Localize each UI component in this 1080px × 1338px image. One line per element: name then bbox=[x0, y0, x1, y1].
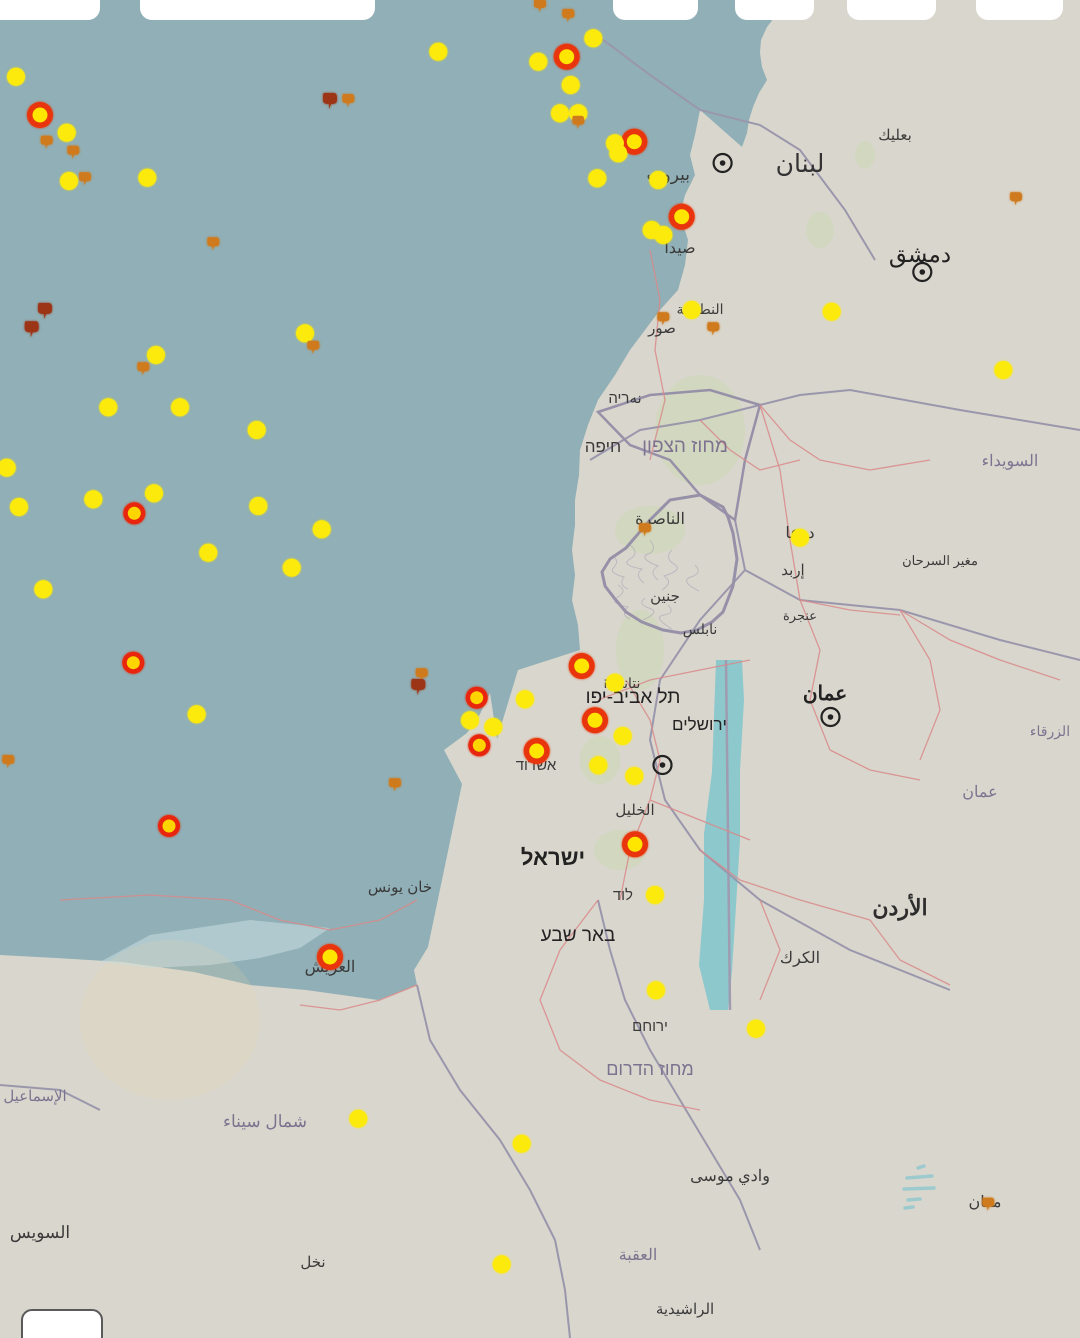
svg-text:بعليك: بعليك bbox=[878, 127, 912, 144]
svg-text:الكرك: الكرك bbox=[780, 950, 820, 967]
svg-text:لبنان: لبنان bbox=[776, 150, 825, 178]
svg-text:الخليل: الخليل bbox=[615, 802, 654, 819]
svg-text:الراشيدية: الراشيدية bbox=[656, 1301, 714, 1318]
svg-text:الزرقاء: الزرقاء bbox=[1030, 723, 1070, 740]
svg-text:مغير السرحان: مغير السرحان bbox=[902, 553, 978, 569]
svg-text:عمان: عمان bbox=[962, 784, 997, 801]
svg-text:לוד: לוד bbox=[613, 887, 633, 904]
svg-text:نهריה: نهריה bbox=[608, 390, 641, 407]
svg-text:באר שבע: באר שבע bbox=[541, 925, 616, 946]
svg-text:إربد: إربد bbox=[781, 562, 804, 579]
svg-text:חיפה: חיפה bbox=[585, 437, 621, 456]
svg-text:ירושלים: ירושלים bbox=[672, 715, 727, 734]
svg-text:العقبة: العقبة bbox=[619, 1247, 658, 1264]
svg-text:خان يونس: خان يونس bbox=[368, 879, 432, 896]
svg-text:جنين: جنين bbox=[650, 588, 680, 605]
svg-text:السويداء: السويداء bbox=[982, 453, 1039, 470]
svg-text:شمال سيناء: شمال سيناء bbox=[223, 1112, 307, 1131]
svg-text:الإسماعيل: الإسماعيل bbox=[3, 1088, 66, 1105]
svg-text:وادي موسى: وادي موسى bbox=[690, 1168, 770, 1185]
svg-text:عمان: عمان bbox=[803, 683, 847, 705]
svg-text:מחוז הצפון: מחוז הצפון bbox=[642, 436, 728, 457]
svg-text:نابلس: نابلس bbox=[683, 621, 718, 638]
svg-text:صيدا: صيدا bbox=[664, 240, 695, 257]
svg-text:نخل: نخل bbox=[300, 1254, 325, 1271]
svg-text:الأردن: الأردن bbox=[872, 893, 927, 921]
svg-text:ירוחם: ירוחם bbox=[632, 1018, 668, 1035]
svg-text:صور: صور bbox=[647, 320, 676, 337]
svg-text:מחוז הדרום: מחוז הדרום bbox=[606, 1059, 694, 1079]
svg-text:عنجرة: عنجرة bbox=[783, 608, 817, 624]
svg-text:תל אביב-יפו: תל אביב-יפו bbox=[586, 687, 681, 708]
svg-text:السويس: السويس bbox=[10, 1223, 70, 1243]
svg-text:ישראל: ישראל bbox=[521, 845, 585, 870]
